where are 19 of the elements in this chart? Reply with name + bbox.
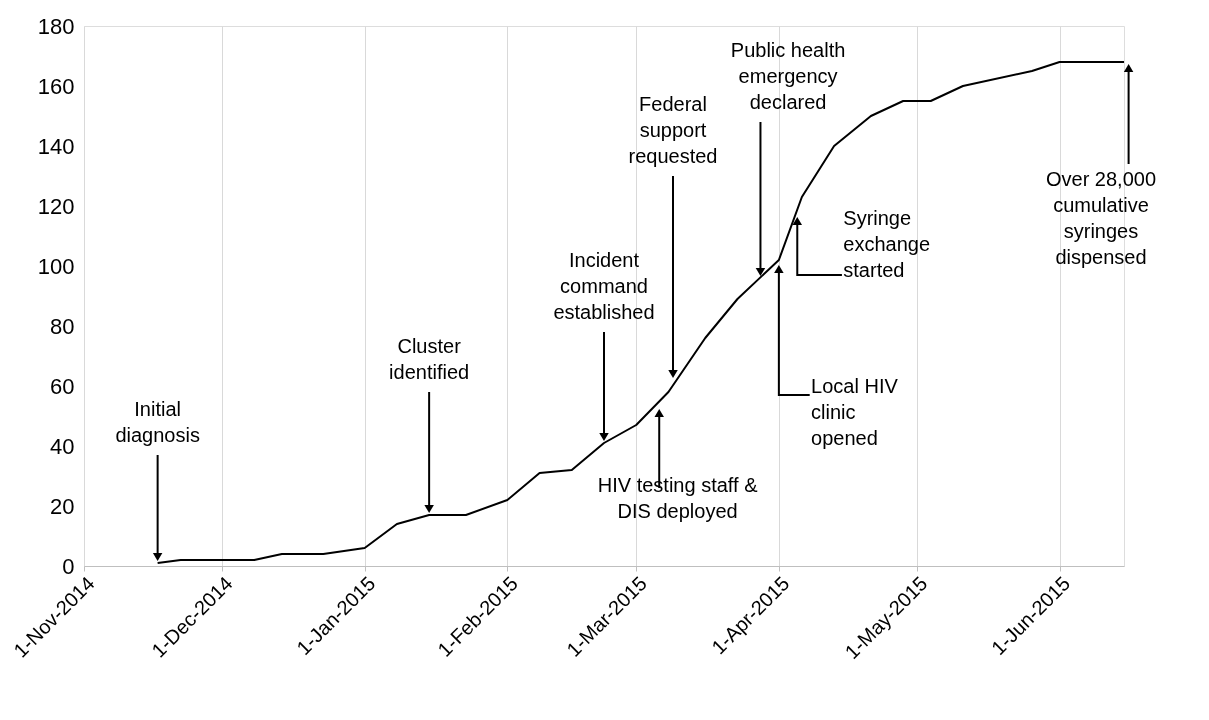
annotation: Public health emergency declared: [730, 39, 846, 113]
y-tick-label: 100: [37, 253, 75, 279]
y-tick-label: 180: [37, 13, 75, 39]
annotation: HIV testing staff & DIS deployed: [597, 474, 759, 522]
annotation: Cluster identified: [389, 335, 470, 383]
annotation: Local HIV clinic opened: [811, 375, 899, 449]
y-tick-label: 60: [50, 373, 75, 399]
annotation: Over 28,000 cumulative syringes dispensed: [1045, 168, 1157, 268]
y-tick-label: 0: [62, 553, 75, 579]
y-tick-label: 80: [50, 313, 75, 339]
y-tick-label: 120: [37, 193, 75, 219]
annotation: Incident command established: [553, 249, 655, 323]
annotation: Initial diagnosis: [115, 398, 200, 446]
y-tick-label: 40: [50, 433, 75, 459]
annotation: Syringe exchange started: [843, 207, 931, 281]
y-tick-label: 20: [50, 493, 75, 519]
y-tick-label: 160: [37, 73, 75, 99]
y-tick-label: 140: [37, 133, 75, 159]
annotation: Federal support requested: [628, 93, 718, 167]
